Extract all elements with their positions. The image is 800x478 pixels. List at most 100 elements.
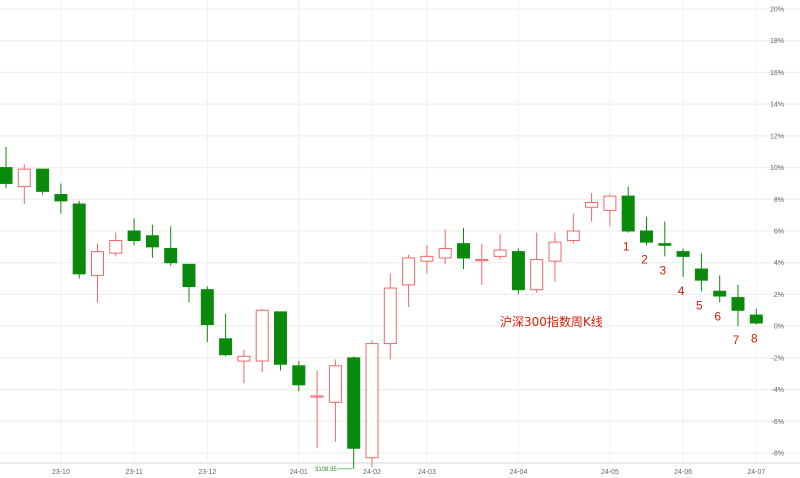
numbered-marker: 3 <box>659 263 666 277</box>
candle-body <box>475 259 489 262</box>
x-tick-label: 24-03 <box>418 469 436 476</box>
candle <box>54 183 68 214</box>
numbered-marker: 8 <box>751 332 758 346</box>
candle-body <box>91 251 104 276</box>
y-tick-label: -4% <box>772 387 784 394</box>
candle-body <box>36 168 50 192</box>
candle <box>255 308 269 373</box>
min-value-label: 3108.35 <box>315 467 337 473</box>
candle-body <box>383 287 397 345</box>
candle <box>621 186 635 233</box>
candle <box>731 284 745 327</box>
candle <box>438 229 452 265</box>
candle <box>347 356 361 469</box>
candle-body <box>603 195 617 211</box>
candle-body <box>676 251 690 257</box>
y-tick-label: -2% <box>772 355 784 362</box>
numbered-marker: 7 <box>733 333 740 347</box>
candle <box>383 273 397 360</box>
x-tick-label: 23-10 <box>52 469 70 476</box>
series-label: 沪深300指数周K线 <box>500 314 603 329</box>
x-tick-label: 23-11 <box>125 469 142 476</box>
y-tick-label: 4% <box>774 260 784 267</box>
candle <box>145 224 159 258</box>
candle-body <box>145 235 159 248</box>
candle <box>457 227 470 270</box>
y-axis-labels: 20% 18% 16% 14% 12% 10% 8% 6% 4% 2% 0% -2% -4% -6% -8% <box>770 7 784 458</box>
candle-body <box>328 365 342 403</box>
candle <box>91 243 104 303</box>
candle-body <box>694 268 708 281</box>
candle <box>292 361 306 392</box>
candle-body <box>365 343 379 459</box>
candle <box>365 340 379 468</box>
candle <box>420 245 434 274</box>
candle <box>694 253 708 292</box>
candle <box>127 218 141 246</box>
candle <box>219 313 233 357</box>
candle <box>109 232 123 257</box>
candle-body <box>640 230 653 243</box>
candle-body <box>621 195 635 232</box>
candle <box>603 194 617 227</box>
y-tick-label: 12% <box>770 133 784 140</box>
y-tick-label: 14% <box>770 102 784 109</box>
candle <box>713 275 727 303</box>
y-tick-label: 6% <box>774 229 784 236</box>
candles <box>0 146 763 469</box>
candle <box>274 311 287 371</box>
candle-body <box>292 365 306 386</box>
candle-body <box>219 338 233 356</box>
candle <box>511 248 525 295</box>
x-tick-label: 24-05 <box>601 469 619 476</box>
candle-body <box>109 240 123 254</box>
candle-body <box>566 230 580 242</box>
x-tick-label: 24-01 <box>290 469 308 476</box>
candle-body <box>402 257 416 286</box>
numbered-marker: 6 <box>714 309 721 323</box>
x-tick-label: 24-06 <box>674 469 692 476</box>
numbered-marker: 5 <box>696 298 703 312</box>
candle <box>402 254 416 308</box>
candle-body <box>658 243 672 246</box>
y-tick-label: 0% <box>774 324 784 331</box>
candle-body <box>127 230 141 242</box>
candle <box>493 234 507 260</box>
x-axis-labels: 23-10 23-11 23-12 24-01 24-02 24-03 24-04 24-05… <box>52 469 765 476</box>
y-tick-label: -6% <box>772 419 784 426</box>
y-tick-label: 16% <box>770 70 784 77</box>
y-gridlines <box>0 8 800 464</box>
candle-body <box>347 357 361 449</box>
candle-body <box>310 395 324 398</box>
candle <box>200 286 214 342</box>
candle-body <box>17 168 31 188</box>
y-tick-label: 10% <box>770 165 784 172</box>
y-tick-label: 20% <box>770 7 784 14</box>
candle-body <box>200 289 214 326</box>
candle-body <box>713 290 727 297</box>
candle-body <box>511 251 525 291</box>
candle-body <box>493 249 507 257</box>
candle-body <box>420 255 434 262</box>
y-tick-label: -8% <box>772 451 784 458</box>
candle <box>676 248 690 277</box>
candle-body <box>274 311 287 365</box>
candle-body <box>255 309 269 362</box>
candle <box>548 232 562 282</box>
candle-body <box>0 167 13 184</box>
candle <box>237 349 251 384</box>
candle-body <box>585 201 599 208</box>
y-tick-label: 2% <box>774 292 784 299</box>
candle <box>72 200 86 279</box>
candle <box>475 243 489 285</box>
x-tick-label: 24-02 <box>363 469 381 476</box>
candle-body <box>164 247 178 264</box>
x-tick-label: 24-04 <box>509 469 527 476</box>
candle <box>310 370 324 449</box>
y-tick-label: 18% <box>770 38 784 45</box>
y-tick-label: 8% <box>774 197 784 204</box>
candle <box>585 192 599 222</box>
candle-body <box>457 243 470 259</box>
candle-body <box>54 194 68 202</box>
